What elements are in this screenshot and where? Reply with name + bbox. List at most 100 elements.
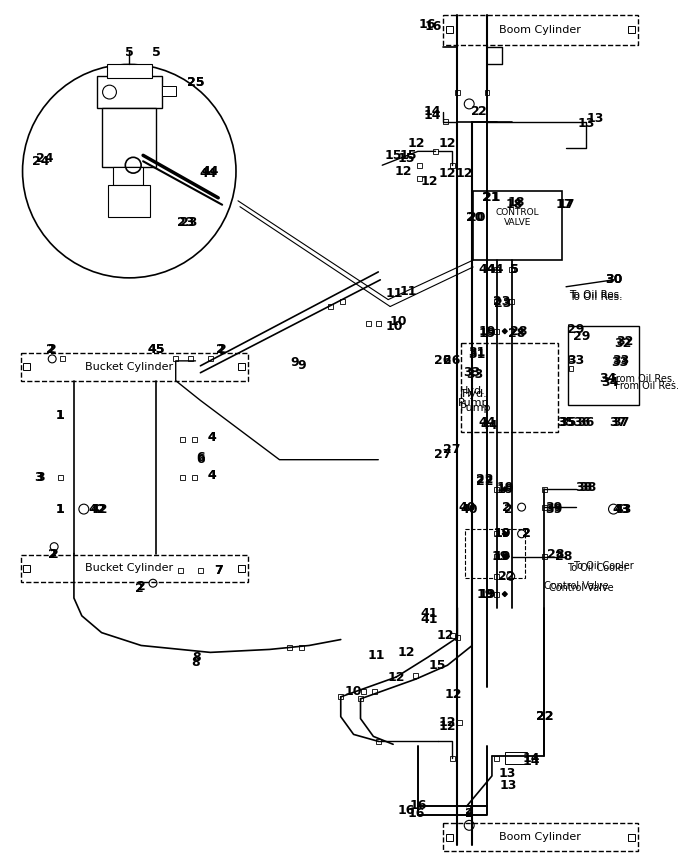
Text: 9: 9 [297,359,305,372]
Text: 22: 22 [535,710,553,723]
Bar [455,89,460,95]
Text: 4: 4 [208,469,217,482]
Text: 30: 30 [605,273,622,286]
Text: 2: 2 [216,343,224,356]
Polygon shape [502,554,507,559]
Bar [450,633,455,638]
Text: 16: 16 [409,799,427,812]
Bar [495,267,499,273]
Text: VALVE: VALVE [504,218,531,227]
Text: 26: 26 [443,354,460,367]
Text: 32: 32 [614,337,632,350]
Text: 34: 34 [601,376,619,389]
Text: 5: 5 [510,264,519,277]
Text: To Oil Cooler: To Oil Cooler [568,563,628,574]
Text: 31: 31 [469,348,486,361]
Text: 40: 40 [460,503,478,516]
Bar [60,357,65,361]
Bar [484,89,489,95]
Text: Control Valve: Control Valve [548,583,613,593]
Text: 41: 41 [421,608,438,621]
Text: 42: 42 [91,503,109,516]
Text: 6: 6 [196,453,205,466]
Text: 4: 4 [208,469,217,482]
Text: 16: 16 [407,807,424,820]
Text: 33: 33 [612,354,629,367]
Text: 2: 2 [471,105,480,118]
Text: 14: 14 [523,754,540,767]
Bar [239,565,246,572]
Text: 12: 12 [439,720,456,733]
Text: Hyd.: Hyd. [460,385,486,396]
Text: 6: 6 [196,451,205,464]
Text: To Oil Res.: To Oil Res. [569,292,623,302]
Text: From Oil Res.: From Oil Res. [611,373,675,384]
Bar [446,26,453,33]
Text: 30: 30 [605,273,622,286]
Bar [102,108,156,168]
Text: 43: 43 [614,503,632,516]
Text: 12: 12 [455,167,473,180]
Text: 2: 2 [137,580,145,593]
Text: 2: 2 [218,343,226,356]
Text: 39: 39 [546,501,563,514]
Text: 27: 27 [442,444,460,457]
Bar [568,357,574,361]
Text: Hyd.: Hyd. [462,390,488,399]
Text: 10: 10 [389,315,407,328]
Text: 17: 17 [555,198,573,211]
Text: 12: 12 [407,137,424,150]
Text: 12: 12 [439,167,456,180]
Text: 36: 36 [573,416,590,429]
Bar [198,568,203,573]
Text: 44: 44 [478,416,496,429]
Bar [462,343,558,432]
Text: 39: 39 [546,503,563,516]
Text: 19: 19 [478,325,495,338]
Text: 20: 20 [466,211,484,224]
Bar [568,326,639,405]
Text: 23: 23 [494,297,511,310]
Text: 28: 28 [508,326,526,339]
Text: 16: 16 [397,804,415,817]
Bar [21,555,248,582]
Text: 18: 18 [506,198,524,211]
Text: 44: 44 [486,264,504,277]
Text: 2: 2 [504,503,513,516]
Text: 28: 28 [555,550,573,563]
Polygon shape [504,554,509,559]
Text: 21: 21 [483,191,501,204]
Text: 26: 26 [434,354,451,367]
Text: 2: 2 [502,501,511,514]
Bar [505,753,526,764]
Text: Bucket Cylinder: Bucket Cylinder [85,563,173,574]
Text: 8: 8 [192,651,201,664]
Text: 37: 37 [612,416,629,429]
Text: 2: 2 [135,582,144,595]
Bar [542,504,547,510]
Text: 11: 11 [385,287,403,300]
Text: 23: 23 [493,295,510,308]
Text: Pump: Pump [458,398,489,408]
Text: 15: 15 [397,152,415,165]
Text: 33: 33 [466,368,484,381]
Text: 42: 42 [89,503,107,516]
Text: 16: 16 [419,18,436,31]
Bar [328,304,333,309]
Text: 2: 2 [506,569,515,582]
Bar [495,554,499,559]
Text: 29: 29 [573,330,590,343]
Text: 41: 41 [421,614,438,627]
Bar [446,834,453,840]
Bar [455,635,460,640]
Text: 19: 19 [476,588,494,601]
Polygon shape [502,329,507,333]
Text: 12: 12 [394,165,411,178]
Text: 12: 12 [439,137,456,150]
Bar [107,185,150,217]
Text: 27: 27 [433,448,451,461]
Text: 23: 23 [177,216,194,229]
Bar [299,645,303,650]
Bar [495,329,499,333]
Text: 5: 5 [125,46,133,59]
